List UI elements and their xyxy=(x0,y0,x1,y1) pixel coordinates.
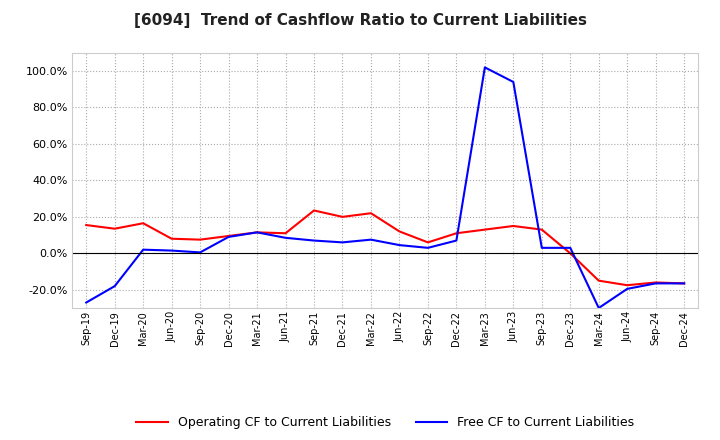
Free CF to Current Liabilities xyxy=(623,286,631,292)
Operating CF to Current Liabilities xyxy=(110,226,119,231)
Legend: Operating CF to Current Liabilities, Free CF to Current Liabilities: Operating CF to Current Liabilities, Fre… xyxy=(131,411,639,434)
Free CF to Current Liabilities xyxy=(652,281,660,286)
Free CF to Current Liabilities xyxy=(480,65,489,70)
Free CF to Current Liabilities xyxy=(196,250,204,255)
Operating CF to Current Liabilities xyxy=(537,227,546,232)
Free CF to Current Liabilities xyxy=(537,245,546,250)
Operating CF to Current Liabilities xyxy=(652,280,660,285)
Free CF to Current Liabilities xyxy=(423,245,432,250)
Operating CF to Current Liabilities xyxy=(680,281,688,286)
Operating CF to Current Liabilities xyxy=(338,214,347,220)
Free CF to Current Liabilities xyxy=(395,242,404,248)
Operating CF to Current Liabilities xyxy=(366,211,375,216)
Free CF to Current Liabilities xyxy=(595,305,603,311)
Operating CF to Current Liabilities xyxy=(395,229,404,234)
Free CF to Current Liabilities xyxy=(366,237,375,242)
Free CF to Current Liabilities xyxy=(253,230,261,235)
Free CF to Current Liabilities xyxy=(139,247,148,252)
Free CF to Current Liabilities xyxy=(566,245,575,250)
Line: Free CF to Current Liabilities: Free CF to Current Liabilities xyxy=(86,67,684,308)
Text: [6094]  Trend of Cashflow Ratio to Current Liabilities: [6094] Trend of Cashflow Ratio to Curren… xyxy=(133,13,587,28)
Operating CF to Current Liabilities xyxy=(595,278,603,283)
Operating CF to Current Liabilities xyxy=(452,231,461,236)
Free CF to Current Liabilities xyxy=(282,235,290,240)
Free CF to Current Liabilities xyxy=(680,281,688,286)
Operating CF to Current Liabilities xyxy=(566,251,575,256)
Operating CF to Current Liabilities xyxy=(82,223,91,228)
Line: Operating CF to Current Liabilities: Operating CF to Current Liabilities xyxy=(86,210,684,285)
Free CF to Current Liabilities xyxy=(110,283,119,289)
Operating CF to Current Liabilities xyxy=(282,231,290,236)
Operating CF to Current Liabilities xyxy=(423,240,432,245)
Free CF to Current Liabilities xyxy=(509,79,518,84)
Free CF to Current Liabilities xyxy=(225,234,233,239)
Operating CF to Current Liabilities xyxy=(253,230,261,235)
Free CF to Current Liabilities xyxy=(338,240,347,245)
Free CF to Current Liabilities xyxy=(310,238,318,243)
Operating CF to Current Liabilities xyxy=(225,233,233,238)
Operating CF to Current Liabilities xyxy=(623,282,631,288)
Free CF to Current Liabilities xyxy=(82,300,91,305)
Operating CF to Current Liabilities xyxy=(310,208,318,213)
Operating CF to Current Liabilities xyxy=(480,227,489,232)
Free CF to Current Liabilities xyxy=(167,248,176,253)
Operating CF to Current Liabilities xyxy=(509,224,518,229)
Free CF to Current Liabilities xyxy=(452,238,461,243)
Operating CF to Current Liabilities xyxy=(167,236,176,242)
Operating CF to Current Liabilities xyxy=(196,237,204,242)
Operating CF to Current Liabilities xyxy=(139,220,148,226)
